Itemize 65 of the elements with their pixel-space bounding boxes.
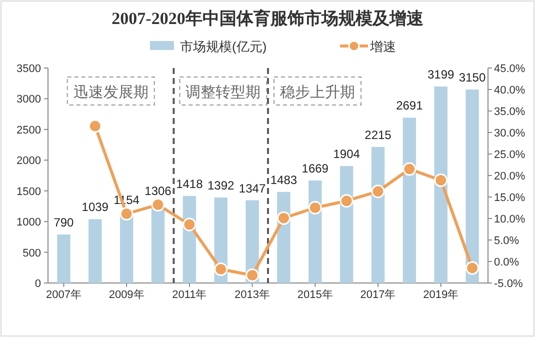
x-tick-label: 2011年 [172, 289, 207, 301]
data-label: 1418 [176, 176, 204, 191]
data-label: 1904 [333, 147, 360, 162]
legend-label: 增速 [369, 39, 396, 54]
y-tick-label: 0 [34, 278, 41, 290]
x-tick-label: 2007年 [46, 289, 82, 301]
x-tick-label: 2009年 [108, 289, 144, 301]
point [276, 211, 290, 225]
x-tick-label: 2015年 [297, 289, 333, 301]
bar [371, 146, 385, 283]
point [402, 162, 416, 176]
y2-tick-label: 10.0% [494, 214, 526, 226]
y-tick-label: 2500 [16, 124, 41, 136]
y2-tick-label: 20.0% [494, 170, 526, 182]
y2-tick-label: 35.0% [494, 106, 526, 118]
point [434, 173, 448, 187]
x-tick-label: 2013年 [234, 289, 270, 301]
data-label: 2215 [364, 128, 392, 142]
y-tick-label: 3500 [16, 63, 41, 75]
point [120, 207, 134, 221]
annotation: 调整转型期 [186, 84, 261, 101]
data-label: 1392 [208, 178, 235, 192]
point [88, 119, 102, 133]
y2-tick-label: 40.0% [494, 84, 526, 96]
y-tick-label: 1500 [16, 186, 41, 198]
y-tick-label: 1000 [16, 216, 41, 229]
y2-tick-label: 0.0% [494, 256, 520, 268]
point [246, 268, 260, 282]
x-tick-label: 2017年 [360, 289, 396, 301]
y2-tick-label: 5.0% [494, 235, 520, 247]
data-label: 1306 [144, 184, 172, 198]
data-label: 1483 [270, 172, 298, 187]
bar [57, 234, 70, 283]
y-tick-label: 3000 [16, 94, 41, 106]
data-label: 790 [54, 215, 74, 230]
point [340, 194, 354, 208]
point [371, 184, 385, 198]
data-label: 2691 [396, 98, 424, 113]
annotation: 稳步上升期 [280, 84, 355, 101]
y-tick-label: 2000 [16, 155, 41, 168]
y2-tick-label: -5.0% [494, 278, 523, 290]
y2-tick-label: 15.0% [494, 192, 526, 204]
y2-tick-label: 45.0% [494, 63, 526, 75]
bar [434, 86, 448, 283]
data-label: 3199 [428, 67, 455, 82]
bar [466, 90, 479, 283]
point [308, 201, 322, 214]
point [151, 198, 165, 212]
x-tick-label: 2019年 [423, 289, 459, 301]
y-tick-label: 500 [22, 247, 41, 260]
bar [340, 166, 354, 283]
y2-tick-label: 25.0% [494, 149, 526, 161]
data-label: 1347 [238, 181, 266, 196]
chart-title: 2007-2020年中国体育服饰市场规模及增速 [112, 8, 424, 28]
bar [88, 219, 102, 283]
legend-label: 市场规模(亿元) [180, 39, 267, 54]
point [182, 218, 196, 232]
data-label: 3150 [458, 70, 486, 84]
bar [402, 118, 416, 283]
data-label: 1669 [302, 161, 329, 176]
y2-tick-label: 30.0% [494, 128, 526, 140]
point [214, 262, 228, 276]
point [466, 261, 480, 275]
annotation: 迅速发展期 [73, 84, 148, 101]
data-label: 1039 [82, 200, 109, 214]
